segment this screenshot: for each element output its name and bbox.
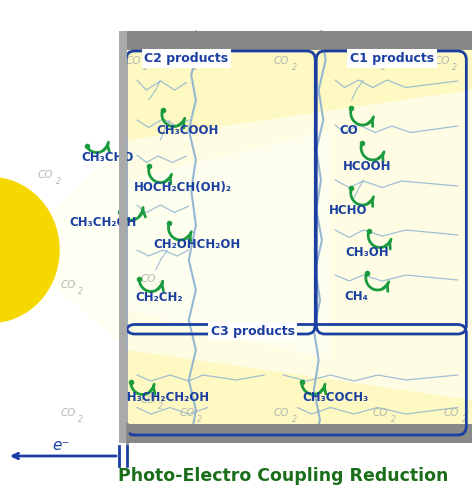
Text: CH₃CHO: CH₃CHO <box>82 151 134 164</box>
Text: CO: CO <box>339 124 358 136</box>
Bar <box>127 31 472 50</box>
Circle shape <box>0 178 59 322</box>
Text: CO: CO <box>125 56 141 66</box>
Text: CO: CO <box>140 395 156 405</box>
Text: CO: CO <box>175 56 190 66</box>
Text: CO: CO <box>373 408 388 418</box>
Text: C2 products: C2 products <box>144 52 228 65</box>
Text: CO: CO <box>60 408 76 418</box>
Text: 2: 2 <box>78 414 84 424</box>
Bar <box>127 50 472 424</box>
Text: HCOOH: HCOOH <box>343 160 391 172</box>
Text: 2: 2 <box>462 414 467 424</box>
Text: CH₃COCH₃: CH₃COCH₃ <box>302 391 368 404</box>
Text: CH₃OH: CH₃OH <box>346 246 389 259</box>
Bar <box>127 424 472 442</box>
Polygon shape <box>24 130 330 360</box>
Text: e⁻: e⁻ <box>53 438 70 452</box>
Text: 2: 2 <box>158 402 163 411</box>
Bar <box>119 31 127 442</box>
Text: CO: CO <box>363 56 379 66</box>
Text: 2: 2 <box>391 414 396 424</box>
Text: C3 products: C3 products <box>211 324 295 338</box>
Text: C1 products: C1 products <box>350 52 434 65</box>
Text: 2: 2 <box>78 287 84 296</box>
Text: CO: CO <box>140 274 156 284</box>
Bar <box>0 0 127 500</box>
Text: HOCH₂CH(OH)₂: HOCH₂CH(OH)₂ <box>134 181 232 194</box>
Text: CH₄: CH₄ <box>345 290 368 302</box>
Text: CO: CO <box>274 408 289 418</box>
Text: 2: 2 <box>452 63 457 72</box>
Text: 2: 2 <box>292 63 297 72</box>
Text: HCHO: HCHO <box>329 204 368 218</box>
Text: CO: CO <box>274 56 289 66</box>
Text: 2: 2 <box>193 63 198 72</box>
Text: 2: 2 <box>143 63 148 72</box>
Text: CH₃CH₂OH: CH₃CH₂OH <box>69 216 136 228</box>
Text: CO: CO <box>38 170 53 180</box>
Text: CH₂OHCH₂OH: CH₂OHCH₂OH <box>154 238 241 252</box>
Text: 2: 2 <box>56 177 61 186</box>
Text: 2: 2 <box>292 414 297 424</box>
Text: CO: CO <box>60 280 76 290</box>
Polygon shape <box>14 90 472 400</box>
Text: 2: 2 <box>158 281 163 290</box>
Text: CO: CO <box>434 56 450 66</box>
Text: CH₂CH₂: CH₂CH₂ <box>136 291 183 304</box>
Text: 2: 2 <box>197 414 202 424</box>
Text: CO: CO <box>444 408 459 418</box>
Text: Photo-Electro Coupling Reduction: Photo-Electro Coupling Reduction <box>118 467 448 485</box>
Text: 2: 2 <box>381 63 387 72</box>
Text: CH₃COOH: CH₃COOH <box>157 124 219 138</box>
Text: CO: CO <box>179 408 195 418</box>
Text: CH₃CH₂CH₂OH: CH₃CH₂CH₂OH <box>118 391 210 404</box>
